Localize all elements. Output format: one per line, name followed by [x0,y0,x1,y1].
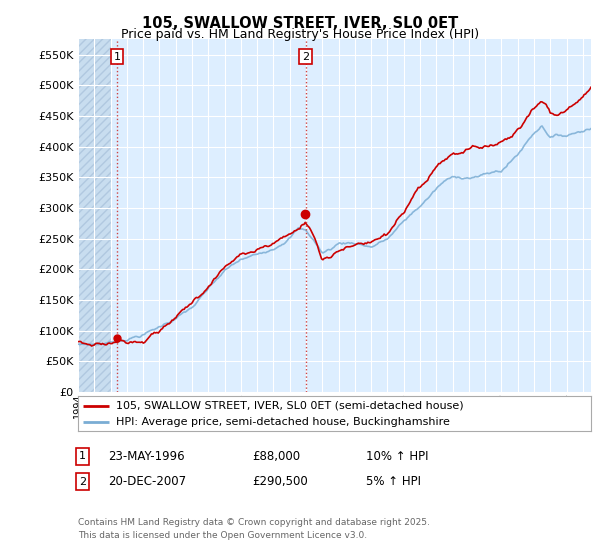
Text: 2: 2 [302,52,309,62]
Text: 5% ↑ HPI: 5% ↑ HPI [366,475,421,488]
Text: 105, SWALLOW STREET, IVER, SL0 0ET: 105, SWALLOW STREET, IVER, SL0 0ET [142,16,458,31]
Text: HPI: Average price, semi-detached house, Buckinghamshire: HPI: Average price, semi-detached house,… [116,417,451,427]
Text: £88,000: £88,000 [252,450,300,463]
Text: 20-DEC-2007: 20-DEC-2007 [108,475,186,488]
Text: 10% ↑ HPI: 10% ↑ HPI [366,450,428,463]
Text: 1: 1 [113,52,121,62]
Bar [78,39,110,392]
Text: 23-MAY-1996: 23-MAY-1996 [108,450,185,463]
Text: 2: 2 [79,477,86,487]
Text: 1: 1 [79,451,86,461]
Text: Contains HM Land Registry data © Crown copyright and database right 2025.
This d: Contains HM Land Registry data © Crown c… [78,518,430,539]
Text: 105, SWALLOW STREET, IVER, SL0 0ET (semi-detached house): 105, SWALLOW STREET, IVER, SL0 0ET (semi… [116,401,464,411]
Text: £290,500: £290,500 [252,475,308,488]
Text: Price paid vs. HM Land Registry's House Price Index (HPI): Price paid vs. HM Land Registry's House … [121,28,479,41]
